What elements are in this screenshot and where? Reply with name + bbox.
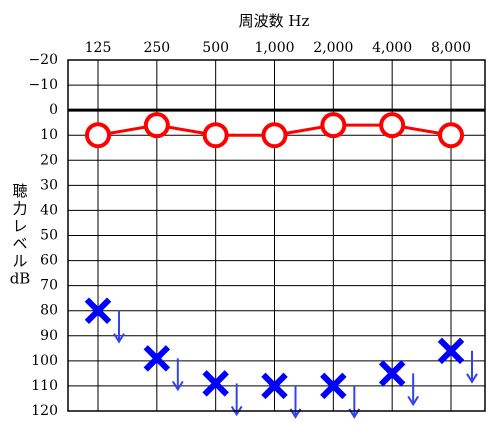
series-2-point [320,372,347,400]
series-2-crosses [84,297,478,419]
series-1-point [438,122,464,149]
scale-out-arrow [171,358,184,392]
x-tick-label: 2,000 [313,40,353,56]
y-tick-label: 90 [40,328,58,344]
scale-out-arrow [466,350,478,384]
y-tick-label: −20 [28,52,58,68]
series-1-point [143,112,170,139]
x-tick-label: 4,000 [372,40,412,56]
y-tick-label: 80 [40,303,58,319]
series-1-point [202,122,229,149]
y-tick-label: 30 [40,177,58,193]
y-tick-label: 0 [49,102,58,118]
series-1-point [320,112,347,139]
series-1-line-segment [402,125,441,135]
y-axis-title-part: ル [12,252,27,270]
series-1-point [85,122,111,149]
scale-out-arrow [230,383,243,417]
series-2-point [202,370,229,397]
series-1-line-segment [285,125,323,135]
y-tick-label: −10 [28,77,58,93]
x-axis-title: 周波数 Hz [239,12,310,30]
y-axis-title-part: ベ [12,235,27,253]
series-1-circles [85,112,464,149]
y-axis-title-part: レ [12,217,27,235]
y-tick-label: 50 [40,228,58,244]
x-tick-label: 8,000 [431,40,471,56]
scale-out-arrow [348,385,361,419]
y-tick-label: 20 [40,152,58,168]
y-tick-label: 120 [31,403,58,419]
series-2-point [437,337,465,365]
series-1-line-segment [108,125,147,135]
scale-out-arrow [113,310,125,344]
x-tick-label: 1,000 [254,40,294,56]
scale-out-arrow [289,385,302,419]
x-tick-label: 500 [202,40,229,56]
y-tick-label: 10 [40,127,58,143]
y-axis-title-part: dB [10,270,31,288]
y-axis-title-part: 力 [12,200,27,218]
grid [68,59,485,412]
x-tick-label: 250 [143,40,170,56]
series-2-point [84,297,112,324]
series-2-point [261,372,288,400]
y-tick-label: 100 [31,353,58,369]
y-axis-title-part: 聴 [12,182,27,200]
series-2-point [378,360,406,387]
y-tick-label: 110 [31,378,58,394]
y-tick-label: 60 [40,253,58,269]
series-1-point [379,112,406,139]
series-2-point [143,345,171,372]
x-tick-label: 125 [85,40,112,56]
plot-frame [67,59,486,412]
series-1-line-segment [167,125,206,135]
y-tick-labels: −20 −10 0 10 20 30 40 50 60 70 80 90 100 110 120 [28,52,58,419]
y-tick-label: 40 [40,202,58,218]
series-1-point [261,122,288,149]
x-tick-labels: 125 250 500 1,000 2,000 4,000 8,000 [85,40,471,56]
y-tick-label: 70 [40,278,58,294]
scale-out-arrow [407,373,420,407]
